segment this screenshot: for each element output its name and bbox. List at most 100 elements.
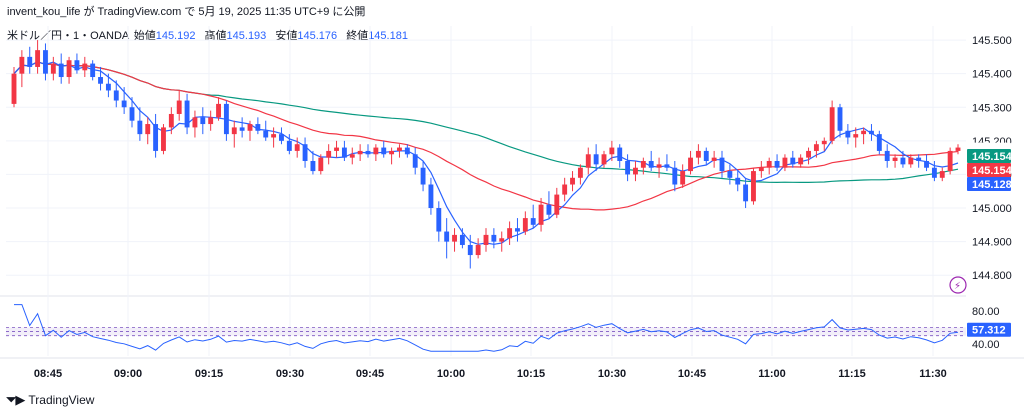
rsi-tick-label: 40.00 xyxy=(972,339,1000,351)
candle-body xyxy=(216,103,221,118)
candle-body xyxy=(341,147,347,158)
y-tick-label: 145.000 xyxy=(972,203,1012,215)
candle-body xyxy=(876,134,882,151)
candle-body xyxy=(247,124,253,131)
candle-body xyxy=(19,56,25,74)
candle-body xyxy=(640,161,646,168)
rsi-tag: 57.312 xyxy=(972,325,1006,337)
x-tick-label: 11:15 xyxy=(838,368,866,380)
candle-body xyxy=(389,150,395,155)
candle-body xyxy=(452,234,457,242)
candle-body xyxy=(577,167,583,178)
candle-body xyxy=(688,157,693,172)
candle-body xyxy=(263,130,269,138)
low-value: 145.176 xyxy=(297,30,338,42)
candle-body xyxy=(420,167,426,185)
x-tick-label: 10:45 xyxy=(678,368,706,380)
candle-body xyxy=(593,154,599,165)
candle-body xyxy=(208,117,214,125)
brand-name[interactable]: TradingView xyxy=(28,393,95,407)
candle-body xyxy=(507,228,513,239)
symbol-name[interactable]: 米ドル／円・1・OANDA xyxy=(7,30,129,42)
candle-body xyxy=(357,150,363,155)
candle-body xyxy=(664,164,670,168)
candle-body xyxy=(869,130,874,135)
candle-body xyxy=(318,157,324,172)
ma-mid-tag-bg xyxy=(967,163,1011,177)
candle-body xyxy=(829,107,835,141)
candle-body xyxy=(168,113,174,128)
candle-body xyxy=(774,161,780,168)
candle-body xyxy=(680,171,686,185)
candle-body xyxy=(90,63,96,78)
candle-body xyxy=(924,161,929,168)
candle-body xyxy=(758,167,764,172)
y-tick-label: 144.900 xyxy=(972,237,1012,249)
ma-short-tag: 145.128 xyxy=(972,179,1012,191)
candle-body xyxy=(82,63,88,71)
candle-body xyxy=(153,124,159,151)
candle-body xyxy=(790,157,796,165)
candle-body xyxy=(562,184,568,195)
candle-body xyxy=(326,150,332,158)
x-tick-label: 09:15 xyxy=(195,368,223,380)
candle-body xyxy=(625,161,631,175)
candle-body xyxy=(491,234,497,242)
candle-body xyxy=(782,157,788,168)
candle-body xyxy=(892,157,898,161)
symbol-legend: 米ドル／円・1・OANDA 始値145.192 高値145.193 安値145.… xyxy=(7,27,412,43)
candle-body xyxy=(121,100,127,108)
candle-body xyxy=(231,127,237,135)
candle-body xyxy=(483,234,489,245)
candle-body xyxy=(546,204,552,215)
candle-body xyxy=(530,218,536,225)
candle-body xyxy=(184,100,190,128)
candle-body xyxy=(310,161,316,172)
candle-body xyxy=(711,157,717,161)
candle-body xyxy=(719,157,725,172)
close-value: 145.181 xyxy=(368,30,408,42)
candle-body xyxy=(192,117,198,128)
candle-body xyxy=(695,150,701,158)
candle-body xyxy=(751,171,756,202)
candle-body xyxy=(735,177,741,185)
candle-body xyxy=(884,150,890,161)
candle-body xyxy=(428,184,434,209)
candle-body xyxy=(436,208,442,232)
candle-body xyxy=(105,83,111,91)
candle-body xyxy=(570,177,575,185)
candle-body xyxy=(459,234,465,245)
high-value: 145.193 xyxy=(226,30,267,42)
candle-body xyxy=(27,56,33,67)
x-tick-label: 10:30 xyxy=(598,368,626,380)
tradingview-logo-icon[interactable]: ⏷▶ xyxy=(6,392,25,407)
candle-body xyxy=(176,100,182,114)
y-tick-label: 145.500 xyxy=(972,35,1012,47)
candle-body xyxy=(255,124,261,131)
candle-body xyxy=(806,150,811,158)
candle-body xyxy=(601,154,607,165)
x-tick-label: 10:00 xyxy=(437,368,465,380)
candle-body xyxy=(475,244,481,256)
candle-body xyxy=(66,60,72,78)
candle-body xyxy=(538,204,544,225)
candle-body xyxy=(845,130,851,138)
candle-body xyxy=(585,154,591,168)
candle-body xyxy=(656,164,662,168)
candle-body xyxy=(404,147,410,155)
candle-body xyxy=(609,147,615,155)
candle-body xyxy=(821,140,827,145)
candle-body xyxy=(499,238,505,242)
candle-body xyxy=(955,147,961,151)
candle-body xyxy=(50,63,56,74)
candle-body xyxy=(798,157,804,165)
candle-body xyxy=(35,50,41,67)
candle-body xyxy=(373,147,379,155)
candle-body xyxy=(239,127,245,131)
candle-body xyxy=(743,184,749,202)
candle-body xyxy=(161,127,166,151)
candle-body xyxy=(137,120,143,135)
candle-body xyxy=(947,150,953,172)
x-tick-label: 11:00 xyxy=(758,368,786,380)
